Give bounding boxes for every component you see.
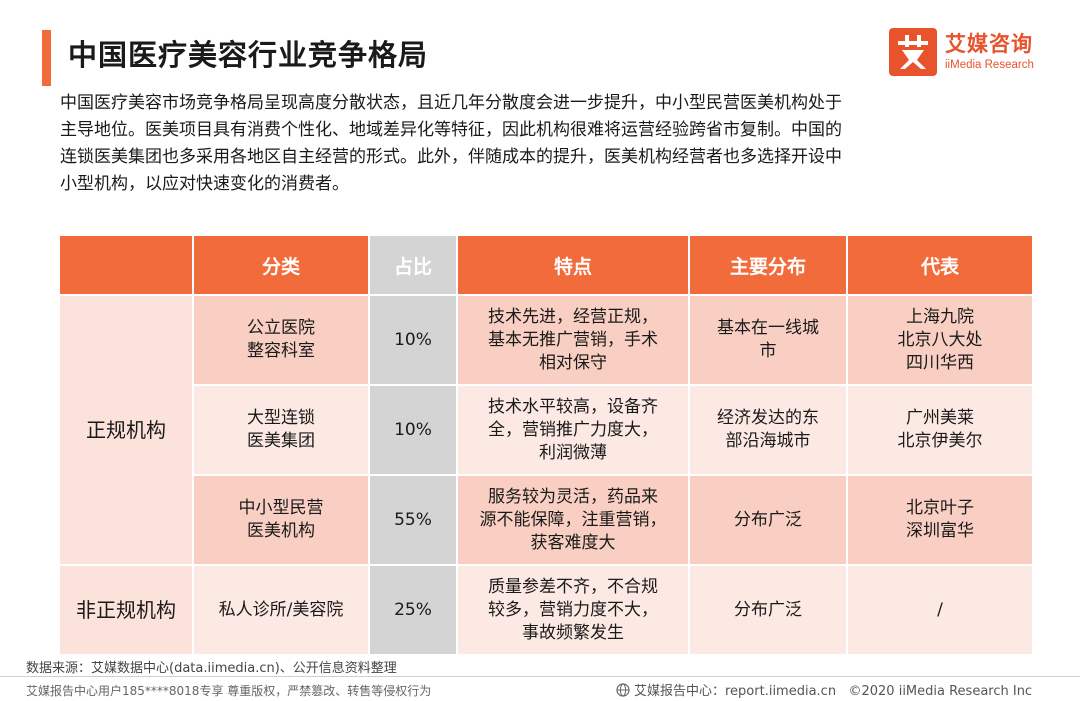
features-cell: 服务较为灵活，药品来 源不能保障，注重营销， 获客难度大 (458, 476, 688, 564)
title-accent-bar (42, 30, 51, 86)
category-line: 医美集团 (247, 431, 315, 451)
header-ratio: 占比 (370, 236, 456, 294)
category-line: 私人诊所/美容院 (218, 599, 344, 620)
representative-line: 广州美莱 (906, 408, 974, 428)
features-line: 获客难度大 (530, 532, 616, 553)
features-line: 利润微薄 (539, 442, 607, 463)
features-line: 基本无推广营销，手术 (488, 329, 658, 350)
distribution-cell: 分布广泛 (690, 566, 846, 654)
header-distribution: 主要分布 (690, 236, 846, 294)
features-line: 事故频繁发生 (522, 622, 624, 643)
distribution-line: 市 (759, 341, 777, 361)
representatives-cell: / (848, 566, 1032, 654)
intro-line: 主导地位。医美项目具有消费个性化、地域差异化等特征，因此机构很难将运营经验跨省市… (60, 120, 842, 140)
features-line: 相对保守 (539, 352, 607, 373)
representative-line: 深圳富华 (906, 521, 974, 541)
logo-text-cn: 艾媒咨询 (945, 32, 1033, 56)
table-row: 正规机构 公立医院 整容科室 10% 技术先进，经营正规， 基本无推广营销，手术… (60, 296, 1032, 564)
group-label-regular: 正规机构 (60, 296, 192, 564)
ratio-cell: 10% (370, 386, 456, 474)
table-row: 大型连锁 医美集团 10% 技术水平较高，设备齐 全，营销推广力度大， 利润微薄… (60, 386, 1032, 474)
page-title: 中国医疗美容行业竞争格局 (68, 38, 429, 72)
competition-table: 分类 占比 特点 主要分布 代表 正规机构 公立医院 整容科室 10% 技术先进… (58, 234, 1034, 656)
category-line: 整容科室 (247, 341, 315, 361)
representative-line: / (937, 599, 943, 620)
features-line: 技术水平较高，设备齐 (488, 396, 658, 417)
ratio-cell: 55% (370, 476, 456, 564)
distribution-cell: 基本在一线城 市 (690, 296, 846, 384)
table-header-row: 分类 占比 特点 主要分布 代表 (60, 236, 1032, 294)
representative-line: 北京伊美尔 (897, 431, 983, 451)
intro-line: 中国医疗美容市场竞争格局呈现高度分散状态，且近几年分散度会进一步提升，中小型民营… (60, 93, 842, 113)
header-representatives: 代表 (848, 236, 1032, 294)
distribution-line: 分布广泛 (734, 509, 802, 530)
footer-divider (0, 676, 1080, 677)
logo-text-en: iiMedia Research (945, 59, 1034, 71)
distribution-line: 经济发达的东 (717, 408, 819, 428)
distribution-line: 部沿海城市 (725, 431, 811, 451)
report-site-link[interactable]: 艾媒报告中心：report.iimedia.cn (634, 684, 837, 699)
distribution-cell: 分布广泛 (690, 476, 846, 564)
intro-paragraph: 中国医疗美容市场竞争格局呈现高度分散状态，且近几年分散度会进一步提升，中小型民营… (60, 90, 1020, 198)
category-line: 中小型民营 (238, 498, 324, 518)
category-cell: 中小型民营 医美机构 (194, 476, 368, 564)
copyright-text: ©2020 iiMedia Research Inc (848, 684, 1033, 699)
category-line: 医美机构 (247, 521, 315, 541)
category-cell: 大型连锁 医美集团 (194, 386, 368, 474)
features-cell: 质量参差不齐，不合规 较多，营销力度不大， 事故频繁发生 (458, 566, 688, 654)
ratio-cell: 10% (370, 296, 456, 384)
representative-line: 上海九院 (906, 306, 974, 327)
features-line: 较多，营销力度不大， (488, 599, 658, 620)
intro-line: 连锁医美集团也多采用各地区自主经营的形式。此外，伴随成本的提升，医美机构经营者也… (60, 147, 842, 167)
table-row: 中小型民营 医美机构 55% 服务较为灵活，药品来 源不能保障，注重营销， 获客… (60, 476, 1032, 564)
features-cell: 技术先进，经营正规， 基本无推广营销，手术 相对保守 (458, 296, 688, 384)
category-line: 公立医院 (247, 318, 315, 338)
brand-logo: 艾媒咨询 iiMedia Research (889, 28, 1059, 80)
globe-icon (616, 683, 630, 697)
category-cell: 私人诊所/美容院 (194, 566, 368, 654)
features-cell: 技术水平较高，设备齐 全，营销推广力度大， 利润微薄 (458, 386, 688, 474)
category-cell: 公立医院 整容科室 (194, 296, 368, 384)
distribution-line: 分布广泛 (734, 599, 802, 620)
features-line: 质量参差不齐，不合规 (488, 576, 658, 597)
header-empty (60, 236, 192, 294)
representatives-cell: 广州美莱 北京伊美尔 (848, 386, 1032, 474)
representatives-cell: 上海九院 北京八大处 四川华西 (848, 296, 1032, 384)
header-category: 分类 (194, 236, 368, 294)
group-label-informal: 非正规机构 (60, 566, 192, 654)
intro-line: 小型机构，以应对快速变化的消费者。 (60, 174, 349, 194)
distribution-line: 基本在一线城 (717, 318, 819, 338)
features-line: 服务较为灵活，药品来 (488, 486, 658, 507)
footer-right: 艾媒报告中心：report.iimedia.cn ©2020 iiMedia R… (616, 680, 1032, 699)
features-line: 全，营销推广力度大， (488, 419, 658, 440)
representatives-cell: 北京叶子 深圳富华 (848, 476, 1032, 564)
data-source-note: 数据来源：艾媒数据中心(data.iimedia.cn)、公开信息资料整理 (26, 661, 397, 676)
table-row: 非正规机构 私人诊所/美容院 25% 质量参差不齐，不合规 较多，营销力度不大，… (60, 566, 1032, 654)
ratio-cell: 25% (370, 566, 456, 654)
distribution-cell: 经济发达的东 部沿海城市 (690, 386, 846, 474)
copyright-notice: 艾媒报告中心用户185****8018专享 尊重版权，严禁篡改、转售等侵权行为 (26, 684, 432, 698)
representative-line: 四川华西 (906, 352, 974, 373)
header-features: 特点 (458, 236, 688, 294)
logo-mark-icon (889, 28, 937, 76)
features-line: 源不能保障，注重营销， (479, 509, 667, 530)
category-line: 大型连锁 (247, 408, 315, 428)
features-line: 技术先进，经营正规， (488, 306, 658, 327)
representative-line: 北京叶子 (906, 498, 974, 518)
representative-line: 北京八大处 (897, 329, 983, 350)
